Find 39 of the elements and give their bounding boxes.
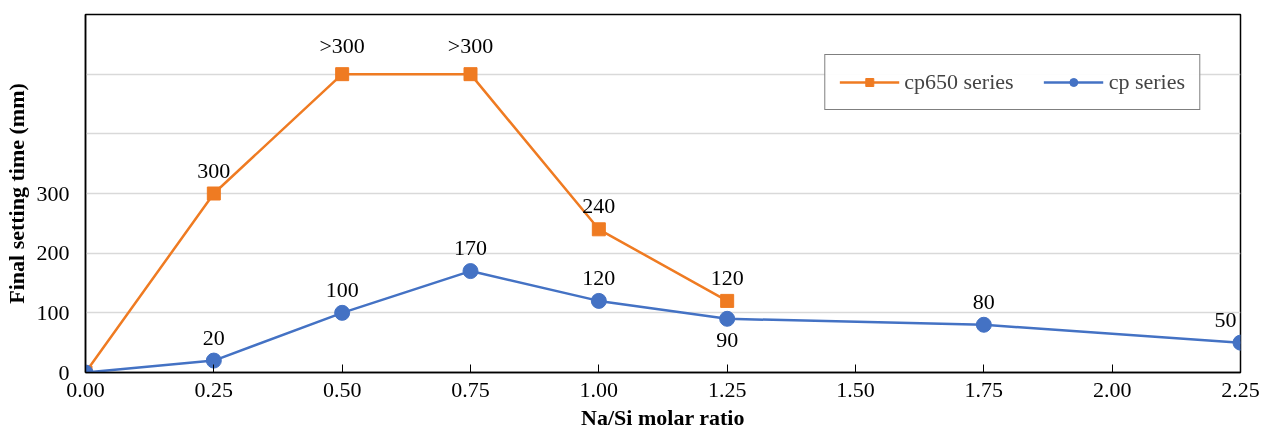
data-label: 50	[1214, 306, 1237, 332]
x-tick-label: 1.25	[707, 376, 747, 402]
x-tick-label: 1.75	[964, 376, 1004, 402]
point	[205, 352, 222, 369]
data-label: 240	[582, 193, 616, 219]
x-tick-label: 2.00	[1092, 376, 1132, 402]
y-tick-label: 300	[36, 180, 70, 206]
data-label: 120	[710, 264, 744, 290]
point	[591, 222, 606, 237]
y-axis-title: Final setting time (mm)	[3, 83, 29, 304]
data-label: >300	[447, 33, 494, 59]
data-label: 120	[582, 264, 616, 290]
x-tick-label: 0.25	[194, 376, 234, 402]
data-label: 90	[716, 326, 739, 352]
point	[590, 292, 607, 309]
data-label: 300	[197, 157, 231, 183]
point	[975, 316, 992, 333]
data-label: 100	[325, 276, 359, 302]
x-tick-label: 0.75	[451, 376, 490, 402]
data-label: >300	[319, 33, 365, 59]
x-tick-label: 0.50	[322, 376, 362, 402]
point	[720, 293, 735, 308]
point	[463, 67, 478, 82]
x-tick-label: 1.50	[836, 376, 875, 402]
legend-label: cp series	[1108, 69, 1185, 95]
point	[462, 263, 479, 280]
x-tick-label: 2.25	[1221, 376, 1260, 402]
y-tick-label: 100	[36, 299, 70, 325]
data-label: 170	[454, 235, 487, 261]
y-tick-label: 200	[36, 240, 70, 266]
point	[719, 310, 736, 327]
point	[206, 186, 221, 201]
point	[335, 67, 350, 82]
data-label: 20	[202, 324, 225, 350]
point	[334, 304, 351, 321]
x-tick-label: 1.00	[579, 376, 619, 402]
data-label: 80	[972, 288, 995, 314]
x-axis-title: Na/Si molar ratio	[581, 404, 745, 430]
legend-label: cp650 series	[904, 69, 1014, 95]
